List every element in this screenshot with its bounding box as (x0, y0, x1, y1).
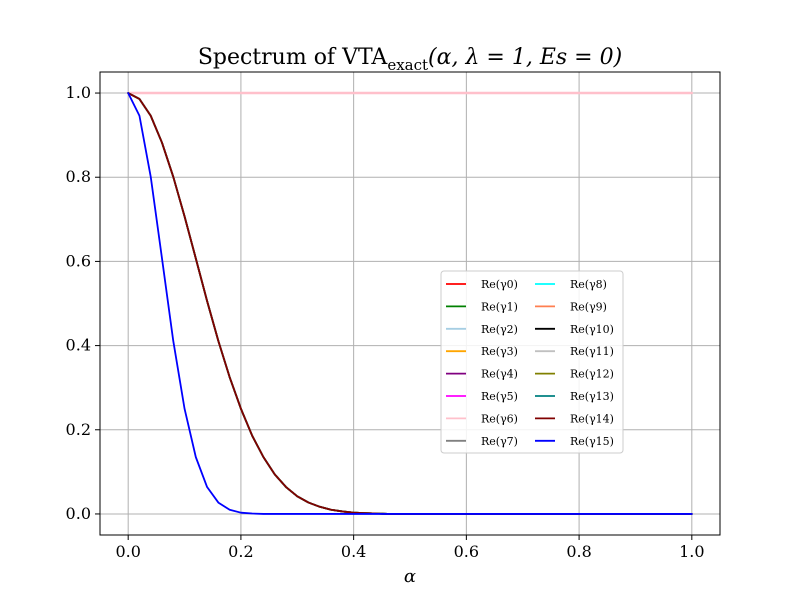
legend-label-4: Re(γ4) (481, 368, 518, 381)
legend-label-13: Re(γ13) (570, 390, 614, 403)
x-tick-label: 1.0 (679, 542, 704, 561)
legend-label-10: Re(γ10) (570, 323, 614, 336)
y-tick-label: 0.4 (66, 336, 91, 355)
x-tick-label: 0.8 (566, 542, 591, 561)
legend-label-12: Re(γ12) (570, 368, 614, 381)
legend-box (440, 270, 624, 454)
legend-label-2: Re(γ2) (481, 323, 518, 336)
legend-label-7: Re(γ7) (481, 435, 518, 448)
x-axis-ticks: 0.0 0.2 0.4 0.6 0.8 1.0 (115, 535, 705, 561)
legend-label-5: Re(γ5) (481, 390, 518, 403)
series-line-15 (127, 92, 693, 515)
y-axis-ticks: 0.0 0.2 0.4 0.6 0.8 1.0 (66, 83, 100, 523)
legend-label-6: Re(γ6) (481, 412, 518, 425)
x-tick-label: 0.4 (341, 542, 366, 561)
x-tick-label: 0.0 (115, 542, 140, 561)
legend-label-9: Re(γ9) (570, 300, 607, 313)
y-tick-label: 0.2 (66, 420, 91, 439)
legend-label-14: Re(γ14) (570, 412, 614, 425)
legend-label-15: Re(γ15) (570, 435, 614, 448)
legend-label-1: Re(γ1) (481, 300, 518, 313)
y-tick-label: 0.8 (66, 167, 91, 186)
legend-label-11: Re(γ11) (570, 345, 614, 358)
legend: Re(γ0) Re(γ1) Re(γ2) Re(γ3) Re(γ4) Re(γ5) Re(γ… (440, 270, 624, 454)
series-lines (126, 91, 694, 515)
chart-title-args: (α, λ = 1, Es = 0) (428, 45, 622, 70)
x-axis-label: α (404, 566, 416, 587)
legend-label-3: Re(γ3) (481, 345, 518, 358)
x-tick-label: 0.6 (454, 542, 479, 561)
y-tick-label: 0.6 (66, 251, 91, 270)
x-tick-label: 0.2 (228, 542, 253, 561)
plot-frame (99, 71, 721, 536)
chart-title: Spectrum of VTAexact(α, λ = 1, Es = 0) (198, 45, 622, 74)
y-tick-label: 0.0 (66, 504, 91, 523)
chart-title-main: Spectrum of VTA (198, 45, 389, 70)
chart-title-subscript: exact (387, 56, 428, 74)
legend-label-0: Re(γ0) (481, 278, 518, 291)
legend-label-8: Re(γ8) (570, 278, 607, 291)
y-tick-label: 1.0 (66, 83, 91, 102)
